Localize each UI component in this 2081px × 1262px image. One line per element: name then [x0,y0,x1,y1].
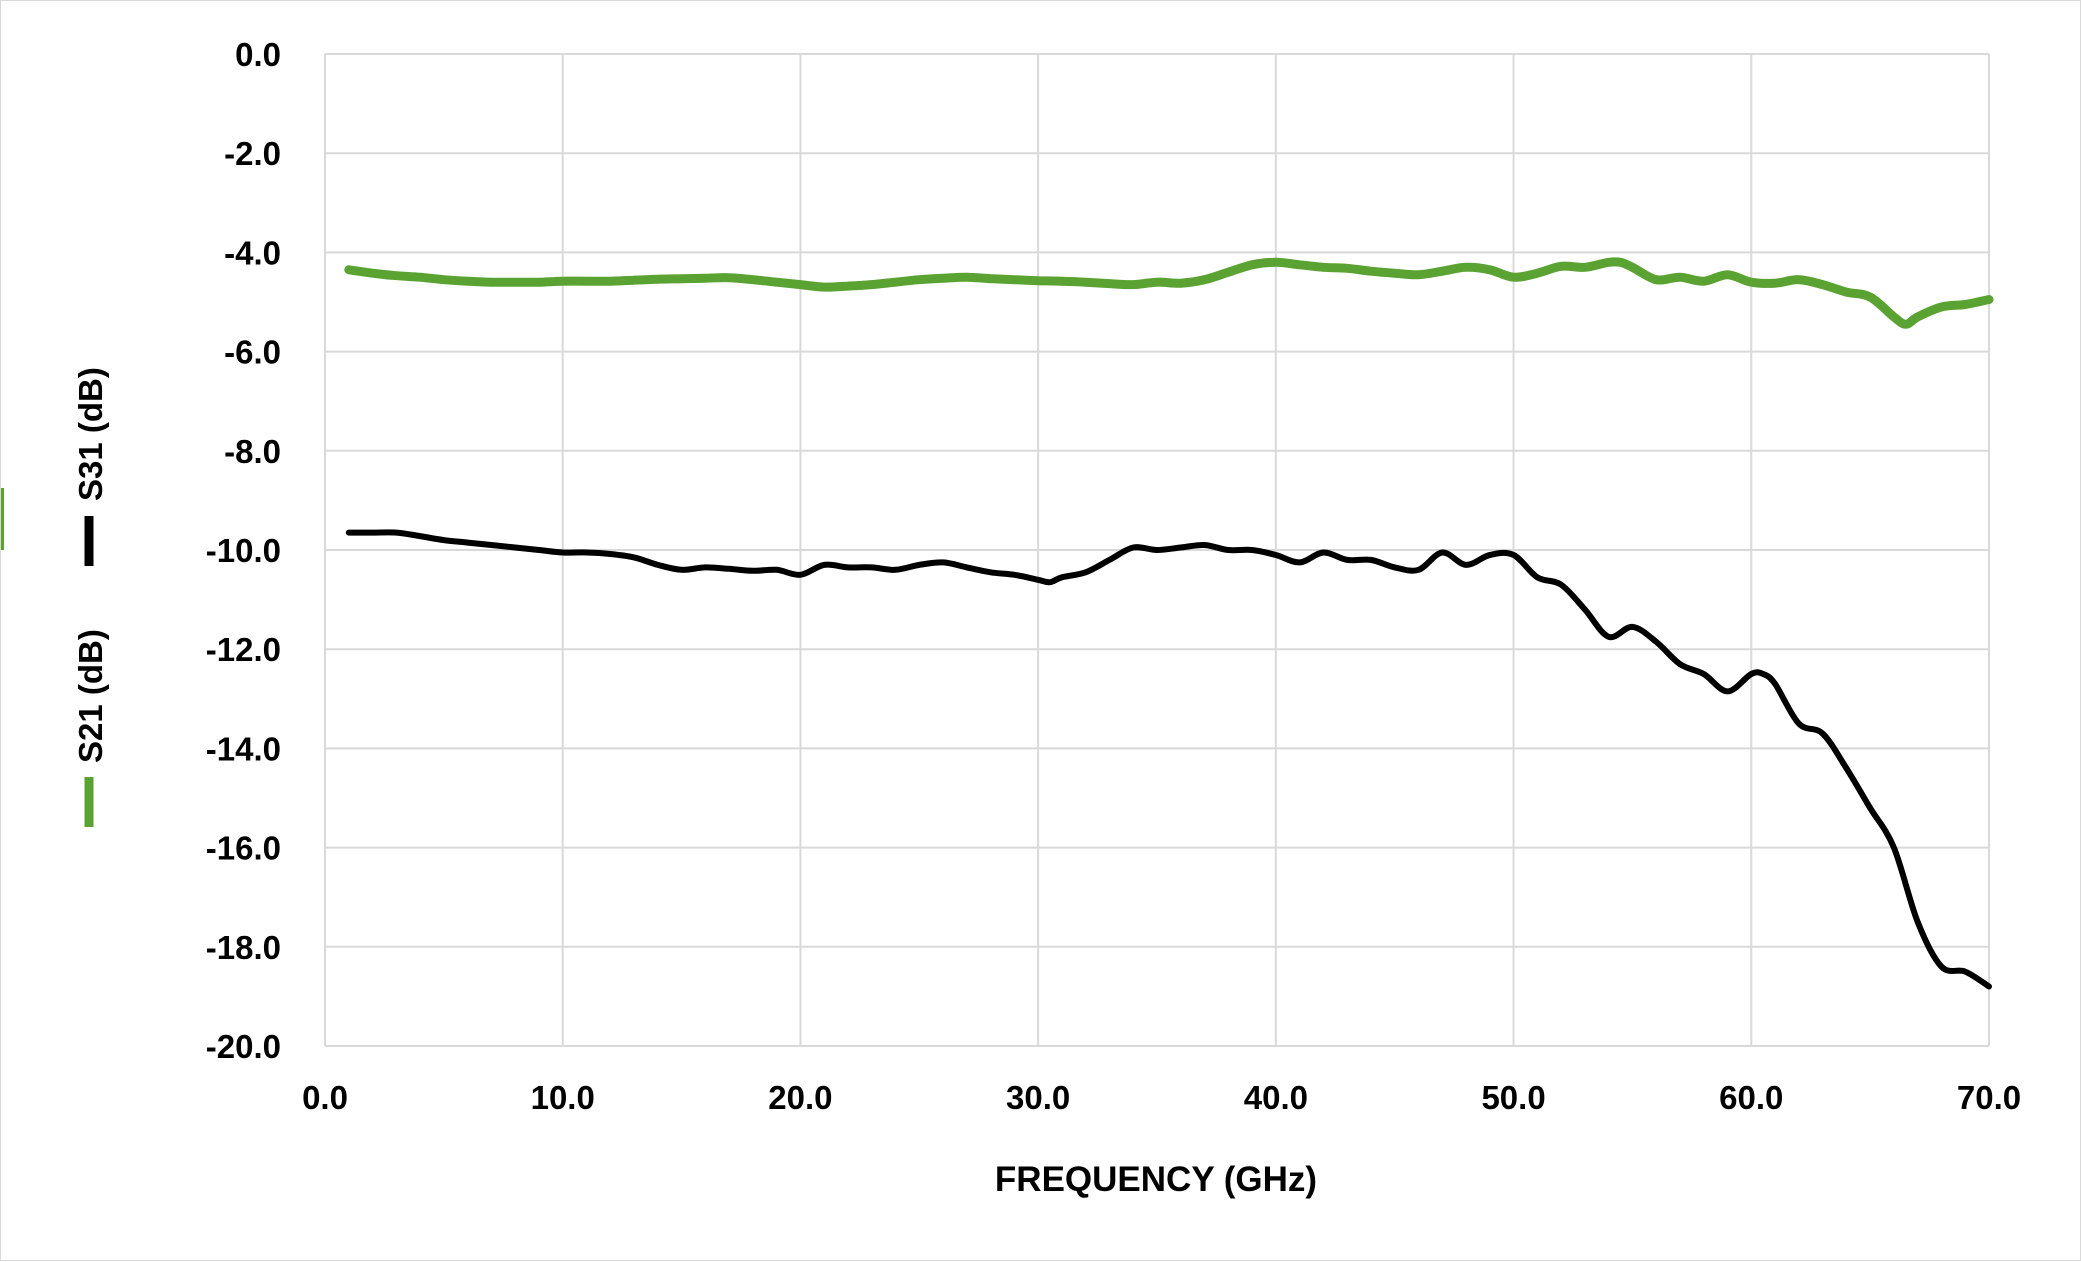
x-tick-label: 70.0 [1957,1079,2021,1116]
y-tick-label: -18.0 [206,929,281,966]
y-tick-label: -10.0 [206,532,281,569]
series-line-s21 [344,257,1994,329]
series-line-s31 [345,529,1992,990]
series-layer [344,257,1994,990]
x-tick-label: 20.0 [768,1079,832,1116]
y-tick-label: -14.0 [206,730,281,767]
legend-label-s21: S21 (dB) [72,629,109,763]
legend-edge-mark [1,488,4,550]
legend: S21 (dB) S31 (dB) [72,367,109,827]
y-tick-label: -4.0 [224,234,281,271]
legend-label-s31: S31 (dB) [72,367,109,501]
y-tick-label: -16.0 [206,830,281,867]
y-tick-label: -6.0 [224,334,281,371]
x-axis-ticks: 0.0 10.0 20.0 30.0 40.0 50.0 60.0 70.0 [302,1079,2021,1116]
y-tick-label: -2.0 [224,135,281,172]
y-tick-label: 0.0 [235,36,281,73]
y-axis-ticks: 0.0 -2.0 -4.0 -6.0 -8.0 -10.0 -12.0 -14.0 -16.0 -… [206,36,281,1065]
x-axis-title: FREQUENCY (GHz) [995,1160,1317,1199]
x-tick-label: 10.0 [531,1079,595,1116]
y-tick-label: -8.0 [224,433,281,470]
x-tick-label: 50.0 [1481,1079,1545,1116]
x-tick-label: 0.0 [302,1079,348,1116]
x-tick-label: 60.0 [1719,1079,1783,1116]
y-tick-label: -12.0 [206,631,281,668]
y-tick-label: -20.0 [206,1028,281,1065]
x-tick-label: 30.0 [1006,1079,1070,1116]
x-tick-label: 40.0 [1244,1079,1308,1116]
